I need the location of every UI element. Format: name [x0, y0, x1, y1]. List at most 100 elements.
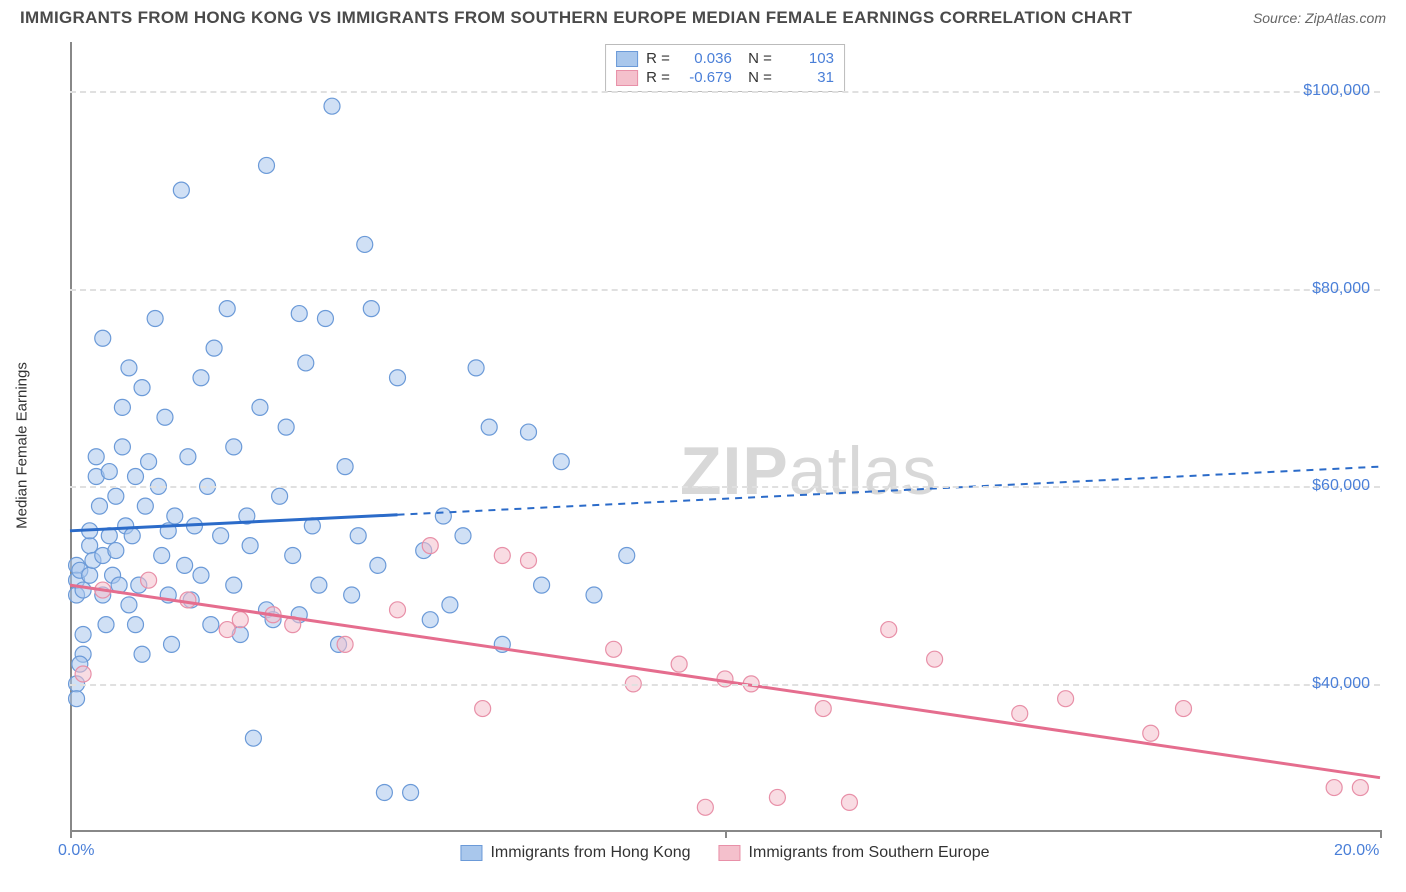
data-point	[173, 182, 189, 198]
data-point	[285, 548, 301, 564]
data-point	[193, 370, 209, 386]
gridline	[70, 91, 1380, 93]
data-point	[1352, 780, 1368, 796]
data-point	[881, 622, 897, 638]
data-point	[108, 488, 124, 504]
x-tick-label: 0.0%	[58, 842, 94, 860]
data-point	[147, 311, 163, 327]
data-point	[252, 399, 268, 415]
swatch-series-1	[616, 51, 638, 67]
data-point	[157, 409, 173, 425]
data-point	[337, 636, 353, 652]
data-point	[606, 641, 622, 657]
correlation-legend: R = 0.036 N = 103 R = -0.679 N = 31	[605, 44, 845, 92]
plot-region: ZIPatlas R = 0.036 N = 103 R = -0.679 N …	[70, 42, 1380, 832]
y-axis-label: Median Female Earnings	[14, 362, 31, 529]
data-point	[927, 651, 943, 667]
data-point	[141, 454, 157, 470]
gridline	[70, 289, 1380, 291]
data-point	[134, 380, 150, 396]
data-point	[769, 789, 785, 805]
data-point	[278, 419, 294, 435]
data-point	[1326, 780, 1342, 796]
data-point	[137, 498, 153, 514]
data-point	[245, 730, 261, 746]
data-point	[82, 567, 98, 583]
data-point	[88, 449, 104, 465]
r-label: R =	[646, 50, 670, 67]
data-point	[108, 543, 124, 559]
data-point	[101, 464, 117, 480]
data-point	[298, 355, 314, 371]
gridline	[70, 684, 1380, 686]
data-point	[121, 360, 137, 376]
data-point	[167, 508, 183, 524]
data-point	[324, 98, 340, 114]
data-point	[442, 597, 458, 613]
data-point	[128, 469, 144, 485]
x-tick	[1380, 830, 1382, 838]
data-point	[141, 572, 157, 588]
data-point	[317, 311, 333, 327]
data-point	[475, 701, 491, 717]
n-label: N =	[740, 69, 772, 86]
data-point	[180, 449, 196, 465]
data-point	[468, 360, 484, 376]
n-value-2: 31	[780, 69, 834, 86]
data-point	[203, 617, 219, 633]
data-point	[1176, 701, 1192, 717]
legend-item-1: Immigrants from Hong Kong	[460, 844, 690, 862]
data-point	[311, 577, 327, 593]
data-point	[226, 577, 242, 593]
data-point	[75, 627, 91, 643]
data-point	[154, 548, 170, 564]
source-name: ZipAtlas.com	[1305, 10, 1386, 26]
data-point	[1058, 691, 1074, 707]
x-tick	[725, 830, 727, 838]
data-point	[841, 794, 857, 810]
data-point	[219, 301, 235, 317]
swatch-icon	[460, 845, 482, 861]
data-point	[75, 666, 91, 682]
data-point	[357, 236, 373, 252]
data-point	[213, 528, 229, 544]
data-point	[75, 582, 91, 598]
correlation-row-1: R = 0.036 N = 103	[616, 49, 834, 68]
data-point	[435, 508, 451, 524]
scatter-svg	[70, 42, 1380, 832]
y-tick-label: $100,000	[1303, 82, 1370, 100]
data-point	[95, 330, 111, 346]
data-point	[82, 538, 98, 554]
legend-item-2: Immigrants from Southern Europe	[719, 844, 990, 862]
x-tick	[70, 830, 72, 838]
data-point	[815, 701, 831, 717]
data-point	[128, 617, 144, 633]
data-point	[376, 785, 392, 801]
r-label: R =	[646, 69, 670, 86]
legend-label-1: Immigrants from Hong Kong	[490, 844, 690, 862]
gridline	[70, 486, 1380, 488]
correlation-row-2: R = -0.679 N = 31	[616, 68, 834, 87]
data-point	[422, 612, 438, 628]
data-point	[1012, 706, 1028, 722]
chart-area: Median Female Earnings ZIPatlas R = 0.03…	[50, 42, 1380, 832]
data-point	[242, 538, 258, 554]
n-label: N =	[740, 50, 772, 67]
trend-line	[70, 585, 1380, 778]
data-point	[291, 306, 307, 322]
data-point	[344, 587, 360, 603]
data-point	[586, 587, 602, 603]
data-point	[259, 157, 275, 173]
y-tick-label: $40,000	[1312, 675, 1370, 693]
data-point	[671, 656, 687, 672]
data-point	[553, 454, 569, 470]
data-point	[403, 785, 419, 801]
source-label: Source:	[1253, 10, 1305, 26]
swatch-icon	[719, 845, 741, 861]
data-point	[619, 548, 635, 564]
data-point	[521, 424, 537, 440]
data-point	[455, 528, 471, 544]
data-point	[98, 617, 114, 633]
data-point	[193, 567, 209, 583]
data-point	[219, 622, 235, 638]
